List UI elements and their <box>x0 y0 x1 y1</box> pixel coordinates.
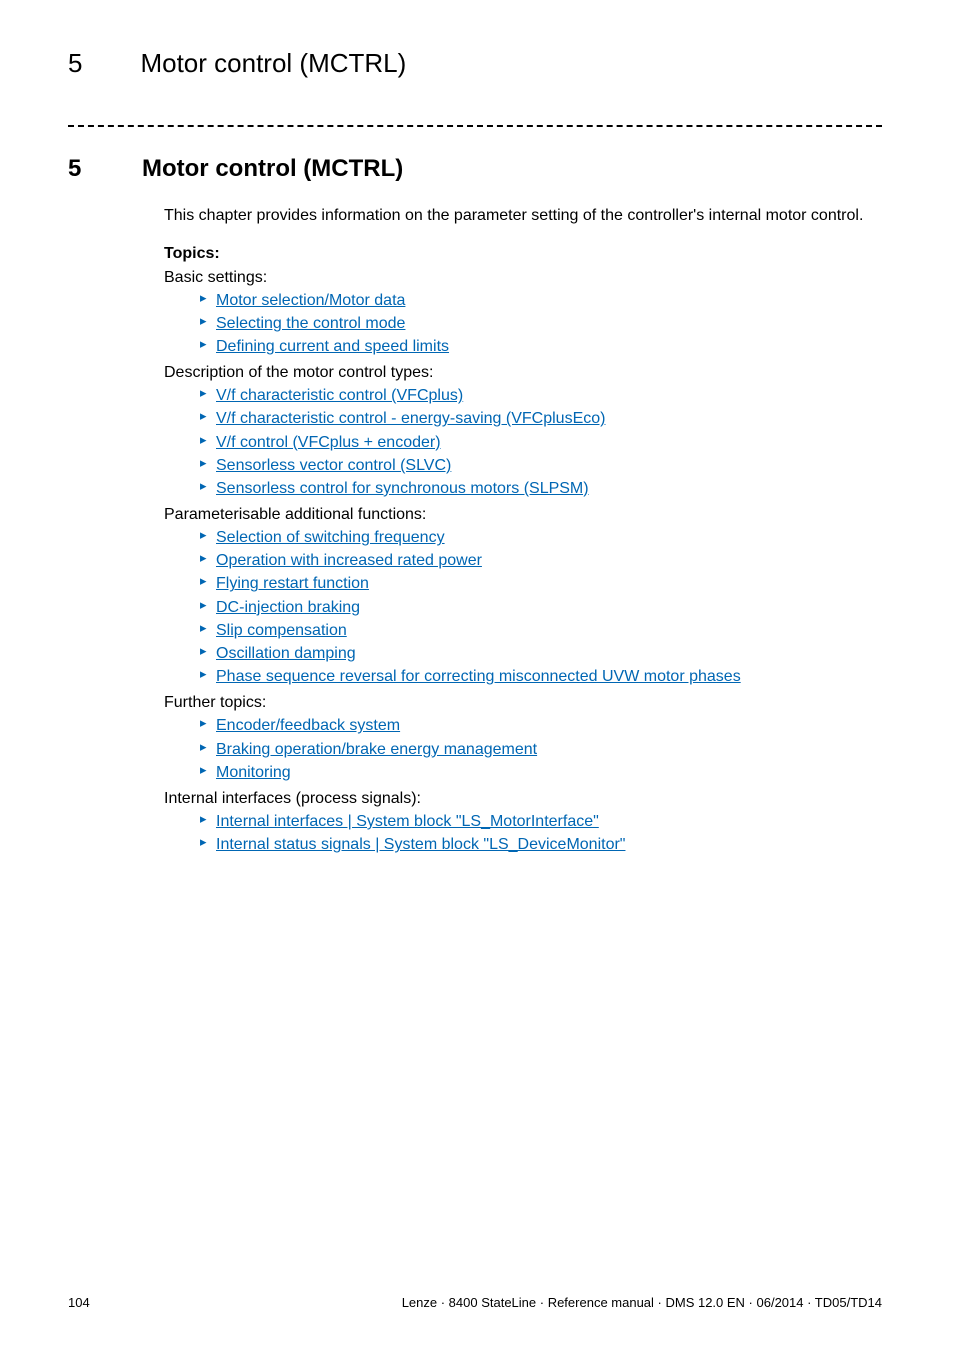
list-item: Oscillation damping <box>200 642 882 665</box>
topics-container: Basic settings: Motor selection/Motor dat… <box>164 269 882 857</box>
link-list: Selection of switching frequency Operatio… <box>164 526 882 688</box>
doc-link[interactable]: V/f characteristic control - energy-savi… <box>216 410 605 427</box>
running-head-number: 5 <box>68 48 82 79</box>
group-label: Further topics: <box>164 694 882 712</box>
doc-link[interactable]: Slip compensation <box>216 622 347 639</box>
section-divider <box>68 125 882 127</box>
page-footer: 104 Lenze · 8400 StateLine · Reference m… <box>68 1295 882 1310</box>
doc-link[interactable]: Phase sequence reversal for correcting m… <box>216 668 741 685</box>
doc-link[interactable]: Braking operation/brake energy managemen… <box>216 741 537 758</box>
list-item: Selecting the control mode <box>200 312 882 335</box>
list-item: Encoder/feedback system <box>200 714 882 737</box>
doc-link[interactable]: Selecting the control mode <box>216 315 405 332</box>
list-item: Motor selection/Motor data <box>200 289 882 312</box>
doc-link[interactable]: Selection of switching frequency <box>216 529 445 546</box>
list-item: Phase sequence reversal for correcting m… <box>200 665 882 688</box>
doc-link[interactable]: Flying restart function <box>216 575 369 592</box>
list-item: Sensorless control for synchronous motor… <box>200 477 882 500</box>
doc-link[interactable]: Monitoring <box>216 764 291 781</box>
list-item: Selection of switching frequency <box>200 526 882 549</box>
group-label: Parameterisable additional functions: <box>164 506 882 524</box>
list-item: Internal interfaces | System block "LS_M… <box>200 810 882 833</box>
footer-imprint: Lenze · 8400 StateLine · Reference manua… <box>402 1295 882 1310</box>
group-label: Internal interfaces (process signals): <box>164 790 882 808</box>
doc-link[interactable]: Motor selection/Motor data <box>216 292 405 309</box>
list-item: Flying restart function <box>200 572 882 595</box>
chapter-title: Motor control (MCTRL) <box>142 155 403 183</box>
list-item: Sensorless vector control (SLVC) <box>200 454 882 477</box>
chapter-heading: 5 Motor control (MCTRL) <box>68 155 882 183</box>
doc-link[interactable]: Sensorless control for synchronous motor… <box>216 480 589 497</box>
doc-link[interactable]: Sensorless vector control (SLVC) <box>216 457 451 474</box>
doc-link[interactable]: V/f characteristic control (VFCplus) <box>216 387 463 404</box>
doc-link[interactable]: Internal status signals | System block "… <box>216 836 625 853</box>
page-number: 104 <box>68 1295 90 1310</box>
list-item: Slip compensation <box>200 619 882 642</box>
list-item: Braking operation/brake energy managemen… <box>200 738 882 761</box>
list-item: V/f characteristic control - energy-savi… <box>200 407 882 430</box>
list-item: DC-injection braking <box>200 596 882 619</box>
group-label: Description of the motor control types: <box>164 364 882 382</box>
chapter-number: 5 <box>68 155 84 183</box>
running-head: 5 Motor control (MCTRL) <box>68 48 882 79</box>
list-item: Operation with increased rated power <box>200 549 882 572</box>
list-item: V/f characteristic control (VFCplus) <box>200 384 882 407</box>
doc-link[interactable]: Encoder/feedback system <box>216 717 400 734</box>
link-list: Internal interfaces | System block "LS_M… <box>164 810 882 856</box>
topics-label: Topics: <box>164 245 882 263</box>
doc-link[interactable]: Operation with increased rated power <box>216 552 482 569</box>
running-head-title: Motor control (MCTRL) <box>140 48 406 79</box>
group-label: Basic settings: <box>164 269 882 287</box>
list-item: Internal status signals | System block "… <box>200 833 882 856</box>
list-item: Defining current and speed limits <box>200 335 882 358</box>
link-list: V/f characteristic control (VFCplus) V/f … <box>164 384 882 500</box>
doc-link[interactable]: Internal interfaces | System block "LS_M… <box>216 813 599 830</box>
doc-link[interactable]: V/f control (VFCplus + encoder) <box>216 434 441 451</box>
link-list: Encoder/feedback system Braking operation… <box>164 714 882 784</box>
list-item: Monitoring <box>200 761 882 784</box>
list-item: V/f control (VFCplus + encoder) <box>200 431 882 454</box>
intro-paragraph: This chapter provides information on the… <box>164 205 882 227</box>
link-list: Motor selection/Motor data Selecting the … <box>164 289 882 359</box>
doc-link[interactable]: Oscillation damping <box>216 645 356 662</box>
doc-link[interactable]: DC-injection braking <box>216 599 360 616</box>
doc-link[interactable]: Defining current and speed limits <box>216 338 449 355</box>
